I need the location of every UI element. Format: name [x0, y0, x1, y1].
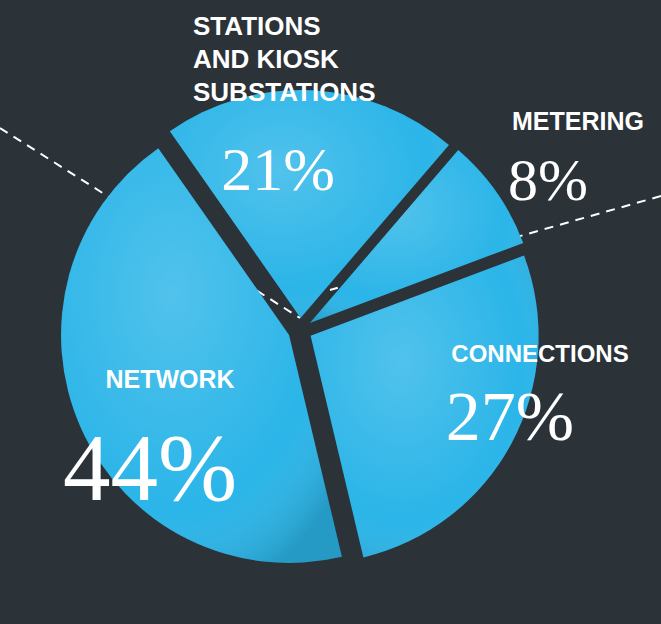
labels: STATIONSAND KIOSKSUBSTATIONS 21% METERING 8…	[63, 11, 644, 521]
pie-slice	[61, 148, 342, 563]
category-label: CONNECTIONS	[451, 340, 628, 367]
slice-shade	[61, 148, 342, 563]
data-label: 21%	[221, 135, 335, 203]
category-label: NETWORK	[105, 365, 234, 393]
chart: STATIONSAND KIOSKSUBSTATIONS 21% METERING 8…	[0, 0, 661, 624]
data-label: 8%	[508, 147, 588, 213]
data-label: 27%	[446, 378, 574, 455]
background	[0, 0, 661, 624]
category-label: STATIONSAND KIOSKSUBSTATIONS	[193, 11, 375, 107]
data-label: 44%	[63, 415, 237, 521]
slices	[61, 90, 539, 563]
category-label: METERING	[512, 107, 644, 135]
